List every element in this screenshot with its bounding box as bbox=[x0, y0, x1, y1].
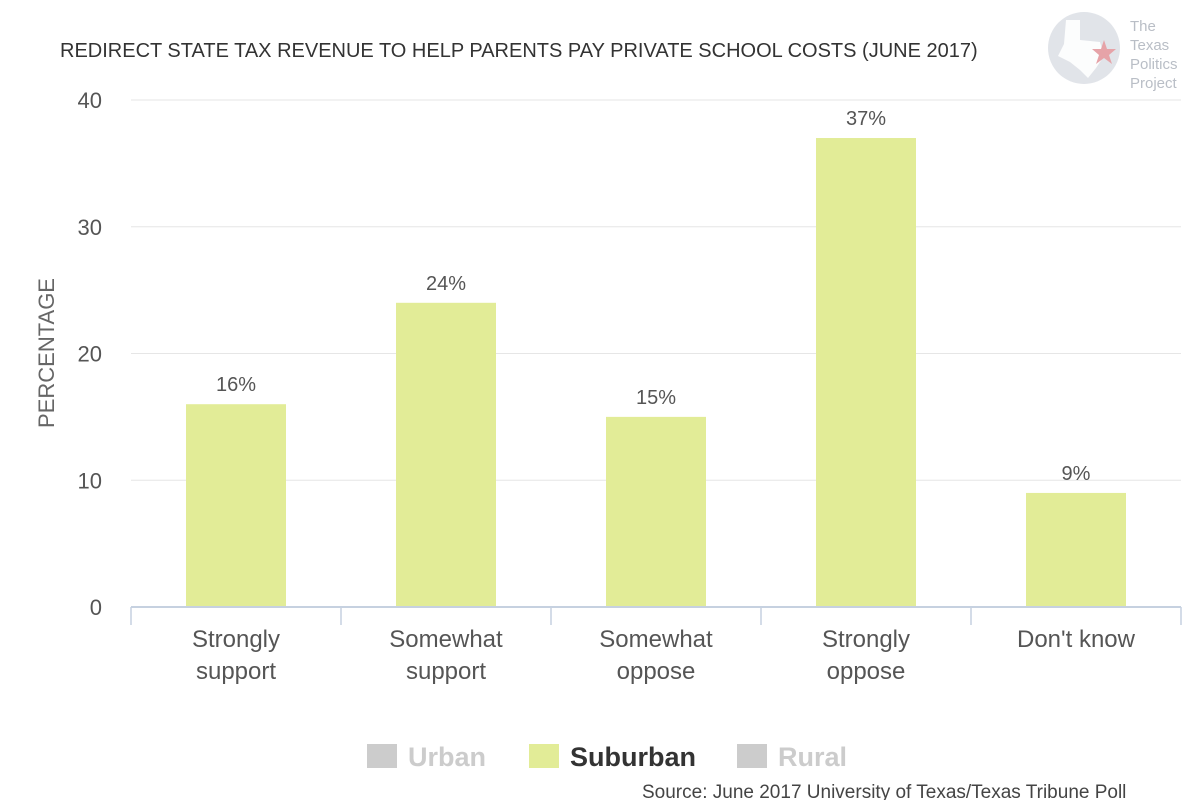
data-label: 24% bbox=[426, 273, 466, 295]
bars: 16% 24% 15% 37% 9% bbox=[186, 108, 1126, 607]
y-tick-label: 0 bbox=[90, 595, 102, 620]
texas-politics-project-logo: The Texas Politics Project bbox=[1048, 12, 1178, 92]
source-note: Source: June 2017 University of Texas/Te… bbox=[642, 782, 1126, 800]
y-tick-label: 10 bbox=[78, 468, 102, 493]
legend-swatch bbox=[529, 744, 559, 768]
legend-label: Urban bbox=[408, 742, 486, 772]
x-axis bbox=[130, 606, 1182, 625]
bar[interactable] bbox=[186, 404, 286, 607]
data-label: 37% bbox=[846, 108, 886, 130]
legend-item-rural[interactable]: Rural bbox=[737, 742, 847, 772]
legend-swatch bbox=[367, 744, 397, 768]
x-tick-label: Strongly support bbox=[192, 626, 280, 685]
x-tick-label: Somewhat support bbox=[389, 626, 503, 685]
star-icon bbox=[1092, 40, 1116, 64]
data-label: 16% bbox=[216, 374, 256, 396]
y-tick-label: 40 bbox=[78, 88, 102, 113]
y-axis-label: PERCENTAGE bbox=[34, 278, 59, 428]
logo-text: Project bbox=[1130, 75, 1178, 92]
x-axis-categories: Strongly support Somewhat support Somewhat op… bbox=[192, 626, 1136, 685]
logo-text: Texas bbox=[1130, 37, 1169, 54]
bar[interactable] bbox=[816, 138, 916, 607]
data-label: 9% bbox=[1062, 463, 1091, 485]
bar[interactable] bbox=[396, 302, 496, 607]
x-tick-label: Somewhat oppose bbox=[599, 626, 713, 685]
bar[interactable] bbox=[606, 416, 706, 607]
x-tick-label: Strongly oppose bbox=[822, 626, 910, 685]
legend[interactable]: Urban Suburban Rural bbox=[367, 742, 847, 772]
data-label: 15% bbox=[636, 387, 676, 409]
x-tick-label: Don't know bbox=[1017, 626, 1136, 653]
legend-label: Suburban bbox=[570, 742, 696, 772]
y-tick-label: 30 bbox=[78, 215, 102, 240]
y-tick-label: 20 bbox=[78, 342, 102, 367]
y-axis-ticks: 0 10 20 30 40 bbox=[78, 88, 102, 620]
chart-title: REDIRECT STATE TAX REVENUE TO HELP PAREN… bbox=[60, 40, 978, 62]
legend-item-urban[interactable]: Urban bbox=[367, 742, 486, 772]
legend-item-suburban[interactable]: Suburban bbox=[529, 742, 696, 772]
logo-text: The bbox=[1130, 18, 1156, 35]
legend-label: Rural bbox=[778, 742, 847, 772]
texas-shape-icon bbox=[1058, 20, 1104, 78]
bar[interactable] bbox=[1026, 492, 1126, 607]
legend-swatch bbox=[737, 744, 767, 768]
logo-text: Politics bbox=[1130, 56, 1178, 73]
